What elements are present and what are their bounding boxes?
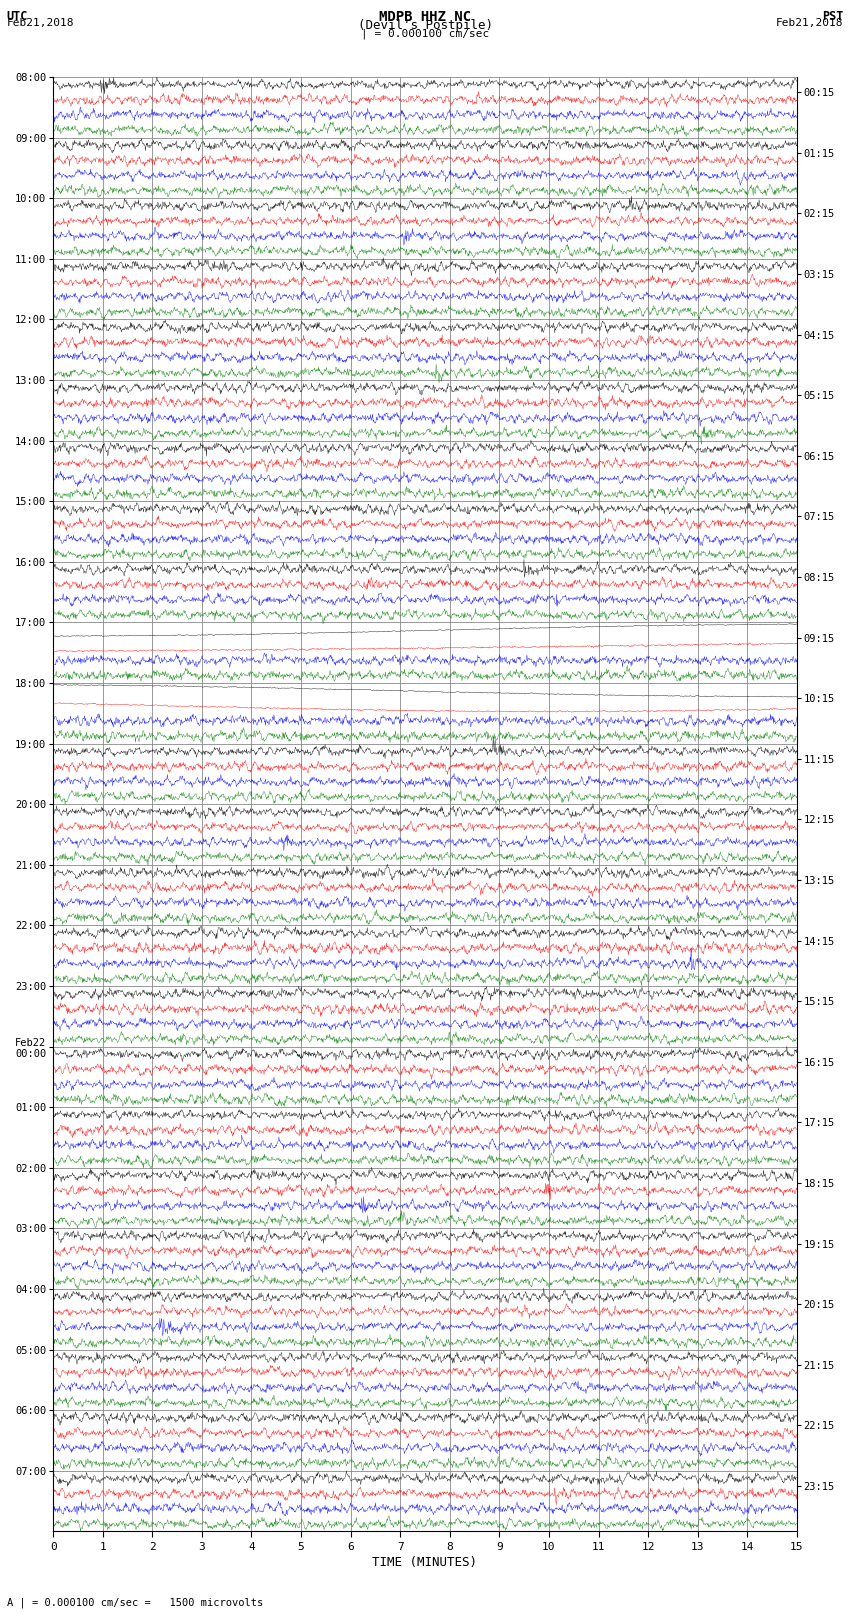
- Text: UTC: UTC: [7, 10, 28, 23]
- Text: A | = 0.000100 cm/sec =   1500 microvolts: A | = 0.000100 cm/sec = 1500 microvolts: [7, 1597, 263, 1608]
- Text: MDPB HHZ NC: MDPB HHZ NC: [379, 11, 471, 24]
- Text: (Devil's Postpile): (Devil's Postpile): [358, 19, 492, 32]
- X-axis label: TIME (MINUTES): TIME (MINUTES): [372, 1557, 478, 1569]
- Text: Feb21,2018: Feb21,2018: [7, 18, 74, 27]
- Text: Feb21,2018: Feb21,2018: [776, 18, 843, 27]
- Text: PST: PST: [822, 10, 843, 23]
- Text: | = 0.000100 cm/sec: | = 0.000100 cm/sec: [361, 29, 489, 39]
